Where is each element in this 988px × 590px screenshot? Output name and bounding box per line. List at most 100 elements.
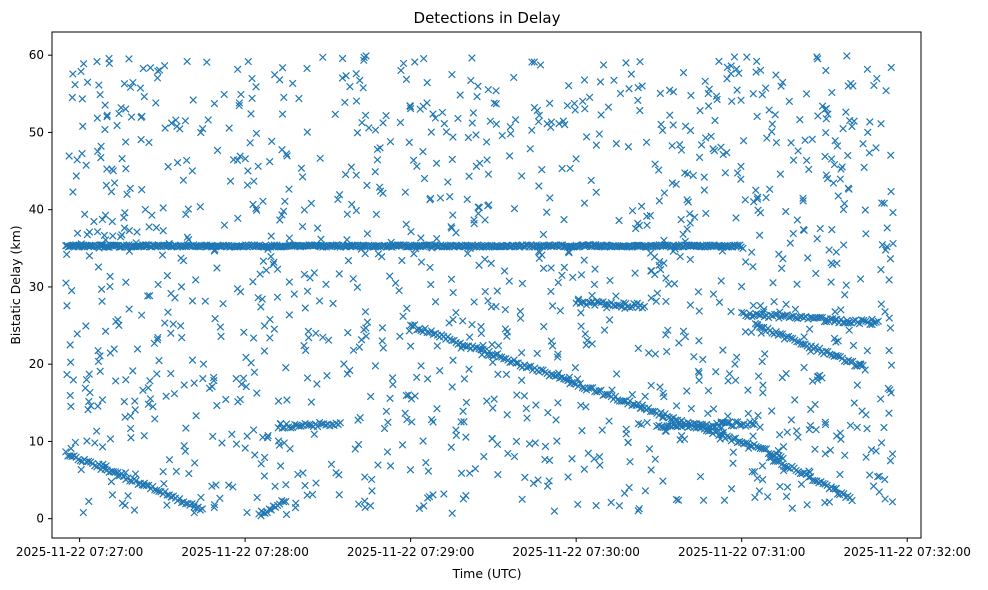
detection-point [800,363,808,372]
detection-point [222,395,230,404]
detection-point [840,199,849,208]
detection-point [494,341,503,350]
detection-point [666,111,674,119]
detection-point [696,106,704,115]
detection-point [145,138,153,147]
detection-point [696,420,705,429]
detection-point [407,395,416,403]
detection-point [553,353,562,361]
detection-point [363,181,371,190]
detection-point [756,423,764,431]
detection-point [615,216,623,225]
detection-point [469,109,478,117]
detection-point [371,362,380,370]
detection-point [391,279,400,287]
detection-point [604,103,613,111]
detection-point [642,138,651,147]
detection-point [366,502,375,510]
detection-point [283,396,291,404]
detection-point [861,366,869,374]
detection-point [239,374,248,382]
detection-point [620,489,629,497]
detection-point [720,496,729,504]
detection-point [539,264,548,273]
detection-point [827,155,836,163]
y-tick-label: 60 [29,48,44,62]
detection-point [590,280,599,289]
detection-point [685,210,694,218]
detection-point [121,138,130,146]
detection-point [751,467,759,476]
detection-point [829,484,838,493]
detection-point [516,314,525,323]
detection-point [225,481,233,489]
detection-point [849,341,858,350]
detection-point [473,92,481,101]
detection-point [355,76,364,85]
detection-point [822,104,831,113]
detection-point [797,480,806,488]
detection-point [695,376,703,385]
detection-point [863,65,872,74]
detection-point [675,140,684,149]
detection-point [674,496,683,504]
detection-point [300,341,308,350]
detection-point [742,311,750,320]
detection-point [645,445,654,453]
detection-point [699,496,708,504]
detection-point [656,265,665,274]
detection-point [429,418,437,426]
detection-point [458,341,467,350]
detection-point [129,367,137,375]
detection-point [850,117,858,125]
detection-point [517,376,526,384]
detection-point [805,425,814,434]
detection-point [538,165,546,174]
detection-point [97,153,105,162]
detection-point [547,264,555,272]
detection-point [481,216,489,224]
detection-point [87,402,95,410]
detection-point [360,56,368,65]
detection-point [449,211,457,219]
detection-point [855,319,864,328]
detection-point [155,487,163,496]
detection-point [885,346,893,355]
detection-point [257,460,265,468]
detection-point [737,308,746,317]
detection-point [873,74,881,83]
detection-point [199,374,207,383]
detection-point [481,287,489,296]
detection-point [596,78,605,86]
detection-point [96,367,104,375]
detection-point [758,475,767,484]
detection-point [880,423,888,432]
detection-point [153,370,161,378]
detection-point [179,256,188,265]
detection-point [616,89,625,98]
detection-point [161,488,169,496]
detection-point [209,373,218,382]
detection-point [539,230,548,239]
detection-point [435,366,444,375]
detection-point [427,327,436,335]
detection-point [448,70,456,79]
detection-point [110,179,119,187]
detection-point [196,506,205,514]
detection-point [510,452,519,461]
detection-point [182,424,190,432]
detection-point [401,188,410,196]
detection-point [822,128,830,137]
detection-point [232,440,241,448]
detection-point [66,341,74,349]
detection-point [498,131,506,140]
detection-point [520,392,529,400]
detection-point [653,289,662,297]
detection-point [458,317,467,325]
detection-point [65,152,73,160]
detection-point [802,156,811,165]
detection-point [216,323,225,331]
detection-point [855,360,863,368]
detection-point [148,211,156,219]
detection-point [800,314,808,322]
